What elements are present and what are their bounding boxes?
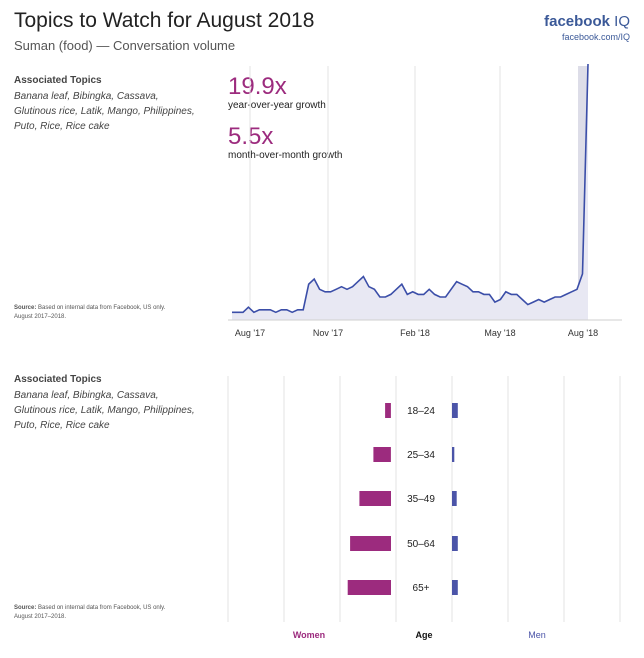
page-subtitle: Suman (food) — Conversation volume bbox=[14, 38, 236, 53]
age-category-label: 18–24 bbox=[407, 406, 435, 417]
brand-url[interactable]: facebook.com/IQ bbox=[561, 32, 630, 42]
x-tick-label: May '18 bbox=[484, 328, 515, 338]
legend-women: Women bbox=[293, 630, 325, 640]
metric-mom-label: month-over-month growth bbox=[228, 150, 343, 161]
metric-yoy: 19.9x year-over-year growth bbox=[228, 73, 326, 112]
age-category-label: 35–49 bbox=[407, 494, 435, 505]
bar-women bbox=[359, 491, 391, 506]
brand-suffix: IQ bbox=[614, 13, 630, 30]
source-note-1: Source: Based on internal data from Face… bbox=[14, 304, 184, 321]
bar-women bbox=[373, 447, 391, 462]
highlight-band bbox=[578, 66, 588, 320]
bar-women bbox=[347, 580, 391, 595]
metric-yoy-label: year-over-year growth bbox=[228, 100, 326, 111]
series-line bbox=[232, 63, 589, 314]
x-tick-label: Aug '18 bbox=[568, 328, 598, 338]
topics-heading: Associated Topics bbox=[14, 75, 102, 86]
brand-logo[interactable]: facebook IQ facebook.com/IQ bbox=[544, 13, 630, 42]
age-category-label: 50–64 bbox=[407, 539, 435, 550]
age-label-band bbox=[397, 376, 451, 622]
metric-mom-value: 5.5x bbox=[228, 123, 274, 150]
x-tick-label: Aug '17 bbox=[235, 328, 265, 338]
bar-women bbox=[350, 536, 391, 551]
topics-panel-1: Associated Topics Banana leaf, Bibingka,… bbox=[14, 75, 199, 134]
age-category-label: 25–34 bbox=[407, 450, 435, 461]
topics-heading: Associated Topics bbox=[14, 374, 102, 385]
bar-men bbox=[452, 403, 458, 418]
bar-men bbox=[452, 536, 458, 551]
age-gender-chart: 18–24 25–34 35–49 50–64 65+ Women Age Men bbox=[227, 376, 621, 640]
legend-age: Age bbox=[415, 630, 432, 640]
conversation-volume-chart: Aug '17 Nov '17 Feb '18 May '18 Aug '18 bbox=[228, 63, 622, 338]
series-area bbox=[232, 64, 588, 320]
source-text: Based on internal data from Facebook, US… bbox=[14, 305, 166, 320]
legend-men: Men bbox=[528, 630, 546, 640]
bar-men bbox=[452, 491, 457, 506]
source-label: Source: bbox=[14, 305, 37, 311]
source-note-2: Source: Based on internal data from Face… bbox=[14, 604, 184, 621]
bar-men bbox=[452, 447, 455, 462]
page-title: Topics to Watch for August 2018 bbox=[14, 9, 315, 32]
metric-mom: 5.5x month-over-month growth bbox=[228, 123, 343, 162]
x-tick-label: Nov '17 bbox=[313, 328, 343, 338]
source-label: Source: bbox=[14, 605, 37, 611]
bar-men bbox=[452, 580, 458, 595]
age-category-label: 65+ bbox=[413, 583, 430, 594]
metric-yoy-value: 19.9x bbox=[228, 73, 287, 100]
topics-list: Banana leaf, Bibingka, Cassava, Glutinou… bbox=[14, 91, 195, 132]
topics-list: Banana leaf, Bibingka, Cassava, Glutinou… bbox=[14, 390, 195, 431]
bar-women bbox=[385, 403, 391, 418]
brand-name: facebook bbox=[544, 13, 610, 30]
x-tick-label: Feb '18 bbox=[400, 328, 430, 338]
source-text: Based on internal data from Facebook, US… bbox=[14, 605, 166, 620]
topics-panel-2: Associated Topics Banana leaf, Bibingka,… bbox=[14, 374, 199, 433]
